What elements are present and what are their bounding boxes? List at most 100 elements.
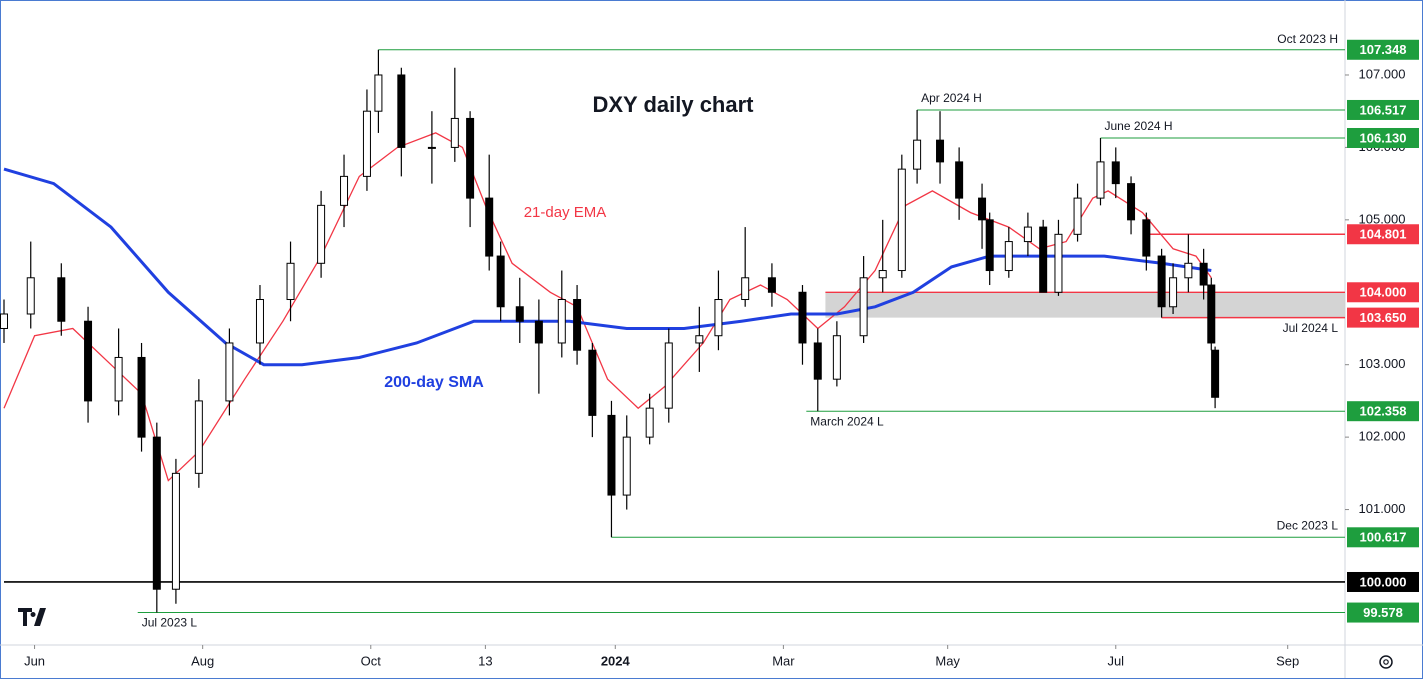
candle-body [1199, 262, 1208, 286]
candle-body [515, 306, 524, 322]
candle-body [374, 74, 383, 112]
price-label: 104.801 [1360, 227, 1407, 242]
x-tick-label: Aug [191, 653, 214, 668]
level-label: June 2024 H [1104, 119, 1172, 133]
candle-body [813, 342, 822, 380]
candle-body [255, 299, 264, 344]
settings-icon-core [1383, 659, 1389, 665]
zone [825, 292, 1345, 318]
price-label-box [1347, 602, 1419, 623]
candle-body [1142, 219, 1151, 257]
candle-body [1023, 226, 1032, 243]
candle-body [913, 139, 922, 170]
x-tick-label: Jul [1107, 653, 1124, 668]
candle-body [695, 335, 704, 344]
candle-body [1073, 197, 1082, 235]
price-label-box [1347, 282, 1419, 303]
candle-body [557, 299, 566, 344]
price-label-box [1347, 307, 1419, 328]
candle-body [1211, 349, 1220, 398]
candle-body [84, 320, 93, 402]
candle-body [171, 472, 180, 590]
candle-body [1054, 233, 1063, 293]
candle-body [859, 277, 868, 337]
price-label: 99.578 [1363, 605, 1403, 620]
price-label: 100.000 [1360, 574, 1407, 589]
candle-body [767, 277, 776, 293]
candle-body [741, 277, 750, 301]
level-label: Jul 2024 L [1283, 321, 1339, 335]
candle-body [1039, 226, 1048, 293]
price-label: 106.130 [1360, 130, 1407, 145]
candle-body [496, 255, 505, 308]
price-label: 102.358 [1360, 404, 1407, 419]
price-label-box [1347, 224, 1419, 245]
candle-body [645, 407, 654, 438]
x-tick-label: Jun [24, 653, 45, 668]
chart-title: DXY daily chart [593, 92, 755, 117]
candle-body [955, 161, 964, 199]
level-label: Oct 2023 H [1277, 32, 1338, 46]
candle-body [622, 436, 631, 496]
candle-body [397, 74, 406, 148]
ma-line [3, 132, 1212, 482]
candle-body [466, 117, 475, 199]
candle-body [485, 197, 494, 257]
candle-body [573, 299, 582, 351]
candle-body [152, 436, 161, 590]
level-label: March 2024 L [810, 414, 884, 428]
x-tick-label: Mar [772, 653, 795, 668]
candle-body [340, 175, 349, 206]
price-label-box [1347, 571, 1419, 592]
price-label-box [1347, 527, 1419, 548]
candle-body [588, 349, 597, 416]
price-label-box [1347, 39, 1419, 60]
candle-body [798, 291, 807, 344]
candle-body [832, 335, 841, 380]
candle-body [137, 356, 146, 438]
candle-body [286, 262, 295, 301]
x-tick-label: Oct [361, 653, 382, 668]
price-label: 100.617 [1360, 530, 1407, 545]
candle-body [1096, 161, 1105, 199]
x-tick-label: 2024 [601, 653, 631, 668]
candle-body [0, 313, 8, 329]
level-label: Dec 2023 L [1277, 518, 1339, 532]
y-tick-label: 103.000 [1359, 356, 1406, 371]
candle-body [878, 270, 887, 279]
level-label: Jul 2023 L [142, 616, 198, 630]
price-label: 104.000 [1360, 285, 1407, 300]
price-label: 107.348 [1360, 42, 1407, 57]
candle-body [1127, 183, 1136, 221]
candle-body [1207, 284, 1216, 344]
candle-body [607, 414, 616, 496]
level-label: Apr 2024 H [921, 91, 982, 105]
candle-body [534, 320, 543, 344]
x-tick-label: May [935, 653, 960, 668]
candle-body [114, 356, 123, 402]
ma-line [3, 167, 1212, 367]
candle-body [1184, 262, 1193, 279]
candle-body [1004, 241, 1013, 272]
candle-body [985, 219, 994, 272]
candle-body [664, 342, 673, 409]
price-label-box [1347, 401, 1419, 422]
candle-body [317, 204, 326, 264]
y-tick-label: 101.000 [1359, 501, 1406, 516]
candle-body [57, 277, 66, 322]
candle-body [26, 277, 35, 315]
candle-body [978, 197, 987, 221]
y-tick-label: 107.000 [1359, 66, 1406, 81]
price-label-box [1347, 99, 1419, 120]
candle-body [936, 139, 945, 163]
candle-body [427, 146, 436, 149]
candle-body [362, 110, 371, 177]
candle-body [450, 117, 459, 148]
candle-body [1157, 255, 1166, 308]
price-label-box [1347, 127, 1419, 148]
ma-label: 200-day SMA [384, 374, 484, 391]
candle-body [194, 400, 203, 474]
x-tick-label: 13 [478, 653, 492, 668]
price-label: 106.517 [1360, 102, 1407, 117]
